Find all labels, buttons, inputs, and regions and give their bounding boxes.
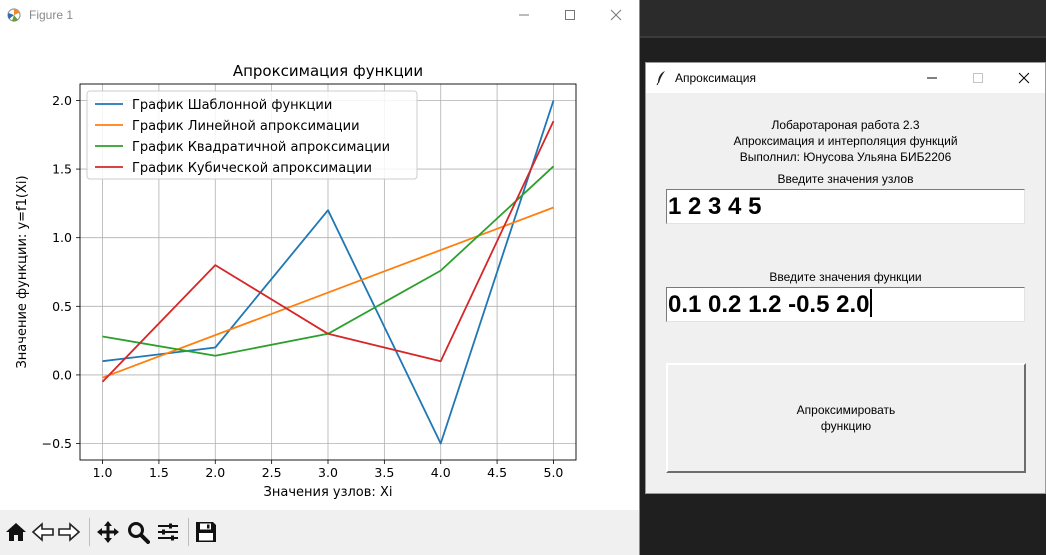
x-tick-label: 2.5 — [262, 465, 282, 480]
background-window-bar — [640, 0, 1046, 36]
function-values-input-value: 0.1 0.2 1.2 -0.5 2.0 — [668, 291, 870, 318]
matplotlib-app-icon — [7, 8, 21, 22]
tk-close-button[interactable] — [1001, 63, 1046, 93]
legend-label-2: График Линейной апроксимации — [132, 119, 360, 134]
function-values-label: Введите значения функции — [769, 270, 922, 284]
lab-subtitle-line: Апроксимация и интерполяция функций — [733, 134, 958, 148]
maximize-icon — [565, 10, 575, 20]
minimize-icon — [927, 77, 937, 79]
lab-title-line: Лобаротароная работа 2.3 — [771, 118, 920, 132]
chart-title: Апроксимация функции — [233, 62, 423, 80]
background-divider — [640, 36, 1046, 38]
maximize-button[interactable] — [547, 0, 593, 30]
x-tick-label: 3.5 — [374, 465, 394, 480]
series-line-4 — [101, 120, 555, 383]
text-caret — [870, 289, 873, 317]
x-tick-label: 1.0 — [93, 465, 113, 480]
approximate-button-label: Апроксимировать функцию — [796, 403, 896, 433]
tk-maximize-button — [955, 63, 1001, 93]
home-icon[interactable] — [4, 520, 28, 544]
minimize-button[interactable] — [501, 0, 547, 30]
nodes-label: Введите значения узлов — [777, 172, 914, 186]
tk-titlebar: Апроксимация — [646, 63, 1045, 93]
tk-minimize-button[interactable] — [909, 63, 955, 93]
y-tick-label: 0.0 — [52, 367, 72, 382]
toolbar-separator — [89, 518, 90, 546]
zoom-icon[interactable] — [126, 520, 150, 544]
x-tick-label: 4.0 — [431, 465, 451, 480]
toolbar-separator — [188, 518, 189, 546]
y-tick-label: 2.0 — [52, 93, 72, 108]
nodes-input[interactable]: 1 2 3 4 5 — [666, 189, 1025, 224]
x-tick-label: 4.5 — [487, 465, 507, 480]
forward-icon[interactable] — [57, 520, 81, 544]
maximize-icon — [973, 73, 983, 83]
tk-app-window: Апроксимация Лобаротароная работа 2.3 Ап… — [645, 62, 1046, 494]
author-line: Выполнил: Юнусова Ульяна БИБ2206 — [739, 150, 952, 164]
pan-icon[interactable] — [96, 520, 120, 544]
plot-area[interactable]: 1.0 1.5 2.0 2.5 3.0 3.5 4.0 4.5 5.0 −0.5 0.0 0.5 1.0… — [0, 30, 639, 510]
approximate-button[interactable]: Апроксимировать функцию — [666, 363, 1026, 473]
function-values-input[interactable]: 0.1 0.2 1.2 -0.5 2.0 — [666, 287, 1025, 322]
figure-window: Figure 1 1.0 1.5 2.0 2.5 3.0 3.5 4.0 4.5 5.0 −0.5… — [0, 0, 640, 555]
feather-icon — [656, 71, 665, 86]
figure-titlebar: Figure 1 — [0, 0, 639, 30]
y-tick-label: −0.5 — [42, 436, 72, 451]
legend-label-1: График Шаблонной функции — [132, 98, 332, 113]
x-tick-label: 2.0 — [205, 465, 225, 480]
close-button[interactable] — [593, 0, 639, 30]
x-tick-label: 5.0 — [544, 465, 564, 480]
close-icon — [1018, 72, 1030, 84]
y-axis-label: Значение функции: y=f1(Xi) — [15, 175, 30, 368]
y-tick-label: 1.5 — [52, 162, 72, 177]
close-icon — [610, 9, 622, 21]
figure-toolbar — [0, 510, 639, 555]
x-axis-label: Значения узлов: Xi — [264, 485, 393, 500]
tk-window-title: Апроксимация — [675, 71, 756, 85]
save-icon[interactable] — [194, 520, 218, 544]
y-tick-label: 0.5 — [52, 299, 72, 314]
legend-label-4: График Кубической апроксимации — [132, 161, 372, 176]
legend-label-3: График Квадратичной апроксимации — [132, 140, 390, 155]
minimize-icon — [519, 14, 529, 16]
axes-frame — [79, 83, 577, 461]
series-line-1 — [102, 100, 555, 445]
figure-window-title: Figure 1 — [29, 8, 74, 22]
back-icon[interactable] — [31, 520, 55, 544]
x-tick-label: 1.5 — [149, 465, 169, 480]
y-tick-label: 1.0 — [52, 230, 72, 245]
x-tick-label: 3.0 — [318, 465, 338, 480]
subplots-icon[interactable] — [156, 520, 180, 544]
nodes-input-value: 1 2 3 4 5 — [668, 193, 762, 220]
legend-box — [86, 90, 418, 180]
